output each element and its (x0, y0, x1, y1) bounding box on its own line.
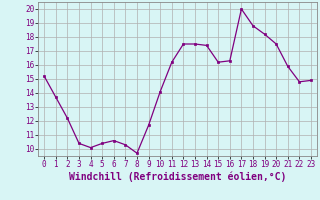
X-axis label: Windchill (Refroidissement éolien,°C): Windchill (Refroidissement éolien,°C) (69, 172, 286, 182)
